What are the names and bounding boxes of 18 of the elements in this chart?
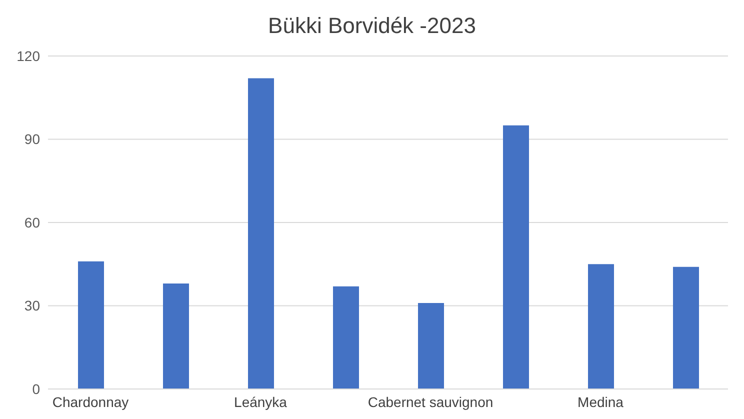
bar (673, 266, 699, 389)
bar (78, 261, 104, 389)
x-tick-label: Chardonnay (52, 394, 129, 410)
y-tick-label: 0 (32, 380, 40, 397)
bar (248, 78, 274, 389)
y-tick-label: 90 (24, 131, 40, 148)
y-tick-label: 30 (24, 298, 40, 314)
bar (333, 286, 359, 389)
y-tick-label: 60 (24, 214, 40, 230)
bar (588, 264, 614, 389)
bar (503, 125, 529, 389)
y-tick-label: 120 (16, 48, 40, 64)
chart-title: Bükki Borvidék -2023 (267, 12, 477, 40)
x-tick-label: Cabernet sauvignon (368, 394, 494, 410)
x-tick-label: Leányka (234, 394, 288, 410)
x-tick-label: Medina (578, 394, 624, 410)
bar (418, 302, 444, 389)
bar (163, 284, 189, 389)
